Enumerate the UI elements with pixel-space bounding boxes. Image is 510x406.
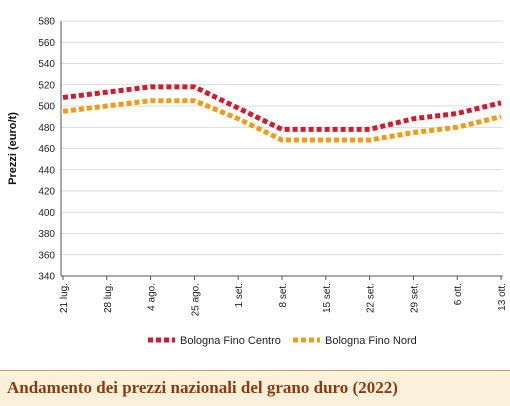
x-tick-label: 4 ago. [147,283,158,311]
series-line-1 [62,84,502,132]
x-tick-label: 21 lug. [59,283,70,313]
series-lines [62,84,502,143]
y-tick-labels: 340 360 380 400 420 440 460 480 500 520 540 560 580 [38,17,55,283]
y-tick-label: 560 [38,38,55,49]
legend-label: Bologna Fino Nord [325,335,417,347]
x-tick-label: 29 set. [409,283,420,313]
chart-caption: Andamento dei prezzi nazionali del grano… [7,378,398,397]
x-tick-label: 25 ago. [190,283,201,316]
x-tick-label: 15 set. [322,283,333,313]
x-tick-labels: 21 lug. 28 lug. 4 ago. 25 ago. 1 set. 8 set. 1… [59,276,508,316]
chart: 340360380400420440460480500520540560580 … [7,17,508,348]
y-tick-label: 440 [38,165,55,176]
y-tick-label: 480 [38,123,55,134]
y-tick-label: 540 [38,59,55,70]
y-tick-label: 380 [38,229,55,240]
y-tick-label: 460 [38,144,55,155]
x-tick-label: 22 set. [366,283,377,313]
y-tick-label: 400 [38,208,55,219]
legend: Bologna Fino Centro Bologna Fino Nord [148,335,417,347]
legend-label: Bologna Fino Centro [180,335,281,347]
x-tick-label: 13 ott. [497,283,508,311]
y-tick-label: 500 [38,102,55,113]
y-tick-label: 420 [38,187,55,198]
y-tick-label: 520 [38,80,55,91]
caption-bar: Andamento dei prezzi nazionali del grano… [0,370,510,406]
x-tick-label: 28 lug. [103,283,114,313]
y-axis-title: Prezzi (euro/t) [7,112,19,185]
y-tick-label: 580 [38,17,55,28]
x-tick-label: 8 set. [278,283,289,307]
y-tick-label: 360 [38,250,55,261]
x-tick-label: 6 ott. [453,283,464,305]
grid [61,20,503,277]
x-tick-label: 1 set. [234,283,245,307]
series-line-2 [62,98,502,143]
y-tick-label: 340 [38,272,55,283]
